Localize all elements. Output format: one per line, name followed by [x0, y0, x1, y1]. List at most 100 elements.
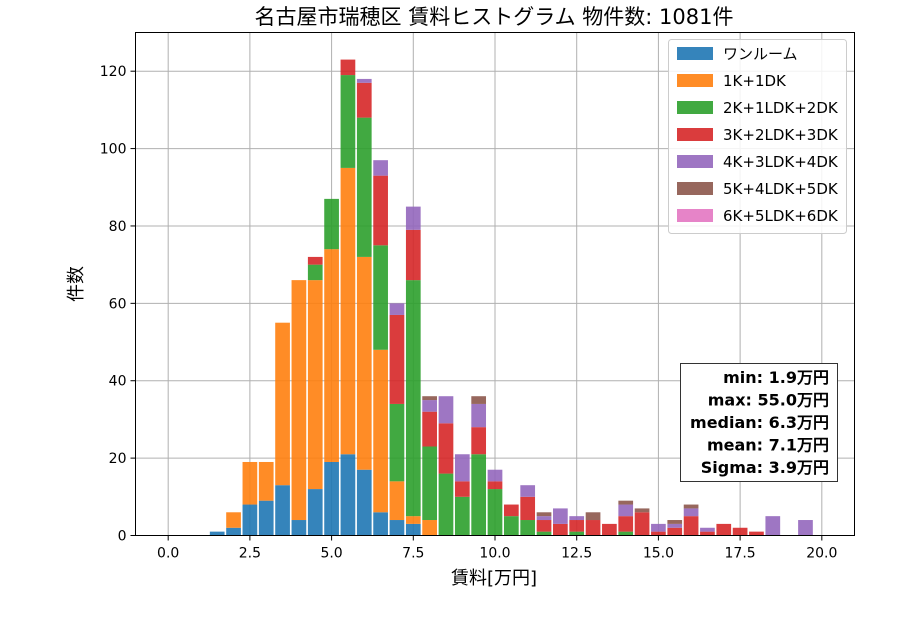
bar-segment	[749, 531, 764, 536]
bar-segment	[405, 206, 421, 230]
y-tick-label: 20	[109, 451, 127, 467]
legend-label: 3K+2LDK+3DK	[723, 126, 839, 144]
bar-segment	[307, 256, 323, 265]
bar-segment	[520, 485, 536, 497]
bar-segment	[700, 531, 715, 536]
bar-segment	[307, 489, 323, 536]
bar-segment	[405, 280, 421, 517]
chart-title: 名古屋市瑞穂区 賃料ヒストグラム 物件数: 1081件	[255, 5, 734, 29]
bar-segment	[258, 500, 274, 536]
bar-segment	[226, 527, 241, 536]
bar-segment	[651, 523, 666, 532]
bar-segment	[340, 59, 356, 76]
x-tick-label: 0.0	[157, 546, 179, 562]
bar-segment	[291, 280, 307, 521]
bar-segment	[373, 349, 388, 513]
legend-swatch	[677, 74, 713, 87]
bar-segment	[520, 520, 536, 536]
bar-segment	[356, 78, 372, 83]
bar-segment	[275, 322, 290, 486]
bar-segment	[732, 527, 748, 536]
bar-segment	[553, 523, 568, 536]
x-axis-label: 賃料[万円]	[451, 568, 537, 589]
legend-label: ワンルーム	[723, 45, 798, 63]
bar-segment	[209, 531, 225, 536]
bar-segment	[536, 512, 552, 517]
stats-box: min: 1.9万円 max: 55.0万円 median: 6.3万円 mean: …	[680, 363, 838, 482]
bar-segment	[585, 520, 601, 536]
bar-segment	[438, 473, 454, 536]
legend-label: 5K+4LDK+5DK	[723, 180, 839, 198]
bar-segment	[454, 496, 470, 536]
bar-segment	[634, 512, 650, 536]
bar-segment	[226, 512, 241, 528]
bar-segment	[618, 500, 634, 505]
bar-segment	[422, 446, 437, 521]
bar-segment	[340, 454, 356, 536]
bar-segment	[454, 481, 470, 497]
y-axis-ticks: 0 20 40 60 80 100 120	[100, 64, 136, 545]
bar-segment	[324, 198, 339, 250]
bar-segment	[373, 175, 388, 246]
bar-segment	[324, 249, 339, 462]
bar-segment	[471, 396, 487, 404]
bar-segment	[536, 520, 552, 532]
bar-segment	[520, 496, 536, 521]
x-axis-ticks: 0.0 2.5 5.0 7.5 10.0 12.5 15.0 17.5 20.0	[157, 535, 837, 562]
bar-segment	[242, 504, 258, 536]
stats-line: median: 6.3万円	[690, 413, 829, 432]
bar-segment	[389, 303, 405, 315]
bar-segment	[405, 229, 421, 281]
bar-segment	[667, 523, 683, 528]
bar-segment	[242, 461, 258, 505]
x-tick-label: 7.5	[402, 546, 424, 562]
bar-segment	[585, 512, 601, 521]
bar-segment	[356, 82, 372, 118]
legend: ワンルーム 1K+1DK 2K+1LDK+2DK 3K+2LDK+3DK 4K+3LDK…	[668, 39, 847, 234]
x-tick-label: 20.0	[806, 546, 837, 562]
stats-line: min: 1.9万円	[723, 368, 829, 387]
bar-segment	[618, 504, 634, 517]
bar-segment	[356, 117, 372, 257]
bar-segment	[487, 481, 503, 490]
bar-segment	[389, 314, 405, 404]
x-tick-label: 5.0	[320, 546, 342, 562]
bar-segment	[340, 167, 356, 455]
bar-segment	[275, 485, 290, 536]
bar-segment	[569, 531, 585, 536]
bar-segment	[651, 531, 666, 536]
bar-segment	[340, 75, 356, 168]
bar-segment	[422, 411, 437, 447]
bar-segment	[307, 280, 323, 490]
bar-segment	[389, 481, 405, 521]
legend-label: 6K+5LDK+6DK	[723, 207, 839, 225]
y-tick-label: 60	[109, 296, 127, 312]
y-axis-label: 件数	[66, 266, 87, 302]
bar-segment	[634, 508, 650, 513]
bar-segment	[373, 512, 388, 536]
bar-segment	[798, 520, 813, 536]
legend-label: 1K+1DK	[723, 72, 787, 90]
bar-segment	[291, 520, 307, 536]
bar-segment	[700, 527, 715, 532]
bar-segment	[569, 516, 585, 521]
bar-segment	[438, 396, 454, 424]
legend-swatch	[677, 209, 713, 222]
bar-segment	[503, 504, 519, 517]
bar-stack-group	[209, 59, 813, 536]
bar-segment	[405, 516, 421, 524]
y-tick-label: 120	[100, 64, 127, 80]
bar-segment	[438, 423, 454, 474]
bar-segment	[471, 454, 487, 536]
y-tick-label: 100	[100, 142, 127, 158]
bar-segment	[487, 489, 503, 536]
legend-label: 4K+3LDK+4DK	[723, 153, 839, 171]
x-tick-label: 10.0	[479, 546, 510, 562]
legend-swatch	[677, 101, 713, 114]
bar-segment	[307, 264, 323, 281]
bar-segment	[356, 256, 372, 470]
y-tick-label: 40	[109, 374, 127, 390]
bar-segment	[405, 523, 421, 536]
bar-segment	[487, 469, 503, 482]
